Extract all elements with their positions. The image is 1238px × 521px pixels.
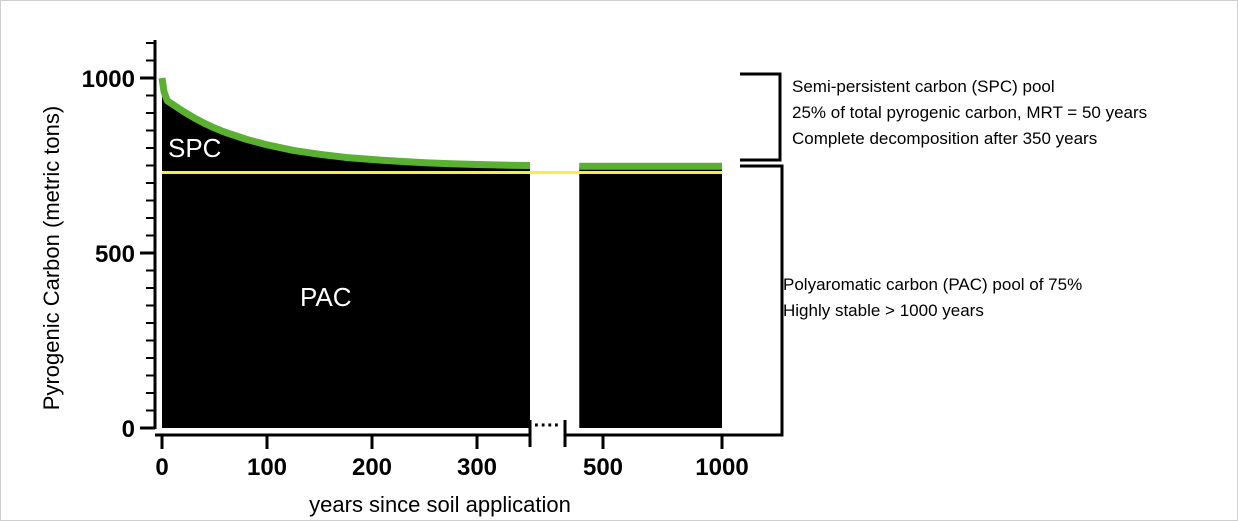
x-tick-label-200: 200 (352, 454, 392, 481)
pac-note-line-2: Highly stable > 1000 years (783, 301, 984, 320)
spc-bracket (740, 72, 782, 162)
y-tick-label-500: 500 (95, 241, 135, 268)
x-tick-label-1000: 1000 (695, 454, 748, 481)
spc-note-line-3: Complete decomposition after 350 years (792, 129, 1097, 148)
spc-note-line-1: Semi-persistent carbon (SPC) pool (792, 77, 1055, 96)
x-axis-title: years since soil application (309, 492, 571, 517)
y-tick-label-1000: 1000 (82, 66, 135, 93)
x-tick-label-500: 500 (583, 454, 623, 481)
spc-note-line-2: 25% of total pyrogenic carbon, MRT = 50 … (792, 103, 1147, 122)
pac-note-line-1: Polyaromatic carbon (PAC) pool of 75% (783, 275, 1082, 294)
x-tick-label-100: 100 (247, 454, 287, 481)
spc-decay-line-segment-1 (158, 77, 531, 169)
axis-break-marker: ···· (534, 415, 561, 437)
y-tick-label-0: 0 (122, 416, 135, 443)
x-tick-label-0: 0 (155, 454, 168, 481)
total-carbon-area-segment-2 (579, 166, 722, 428)
pac-bracket (740, 164, 784, 437)
spc-pool-label: SPC (168, 133, 221, 163)
x-tick-label-300: 300 (457, 454, 497, 481)
pac-pool-label: PAC (300, 282, 352, 312)
y-axis-title: Pyrogenic Carbon (metric tons) (39, 106, 64, 410)
